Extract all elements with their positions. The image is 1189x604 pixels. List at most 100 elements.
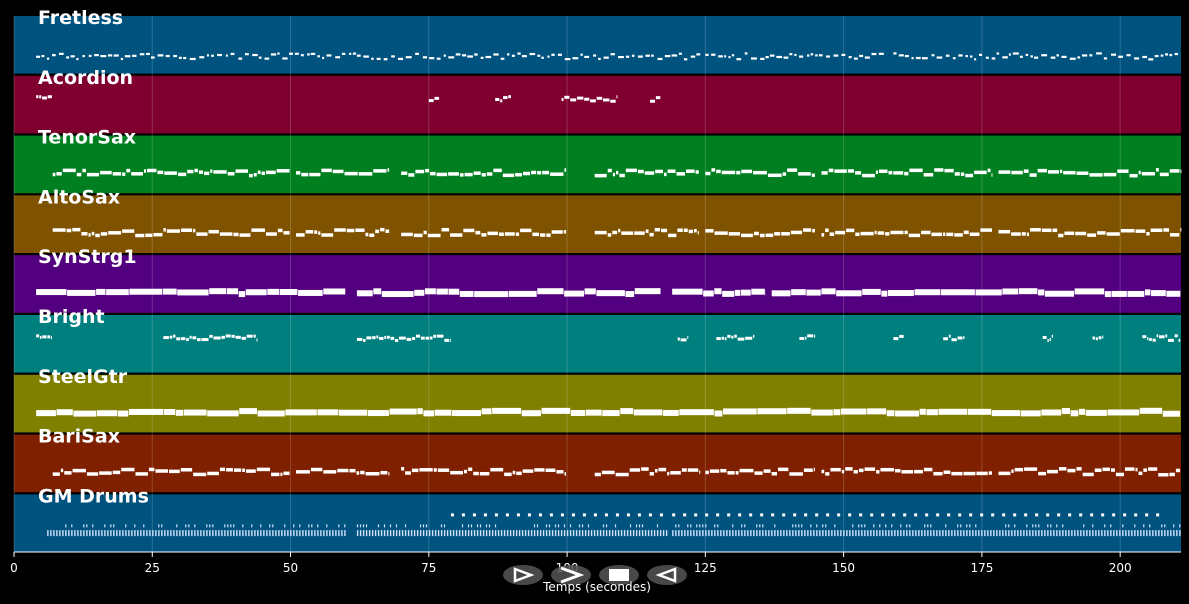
note: [898, 54, 904, 57]
note: [734, 289, 741, 296]
drum-hit: [227, 524, 229, 528]
drum-hit: [1083, 524, 1085, 528]
drum-hit: [792, 524, 794, 528]
note: [209, 288, 227, 295]
note: [178, 56, 182, 59]
drum-hit: [720, 530, 722, 537]
drum-hit: [1044, 530, 1046, 537]
drum-hit: [308, 524, 310, 528]
drum-hit: [197, 530, 199, 537]
note: [238, 57, 243, 60]
track-background: [14, 434, 1181, 493]
note: [655, 169, 664, 174]
drum-hit: [1083, 530, 1085, 537]
note: [975, 289, 1002, 296]
note: [375, 229, 380, 234]
note: [1089, 54, 1093, 57]
drum-hit: [185, 530, 187, 537]
note: [703, 290, 714, 297]
drum-hit: [416, 530, 419, 537]
play-button[interactable]: [551, 565, 591, 585]
note: [1061, 55, 1067, 59]
drum-hit: [404, 524, 407, 528]
note: [1139, 407, 1163, 414]
drum-hit: [1026, 524, 1028, 528]
drum-hit: [1002, 513, 1006, 517]
drum-hit: [86, 530, 88, 537]
note: [655, 96, 661, 100]
drum-hit: [936, 530, 938, 537]
note: [369, 233, 375, 237]
note: [1156, 334, 1159, 338]
note: [736, 170, 741, 175]
note: [976, 471, 988, 476]
drum-hit: [449, 530, 452, 537]
drum-hit: [158, 530, 160, 537]
note: [936, 56, 943, 59]
note: [705, 53, 709, 56]
note: [805, 336, 807, 340]
note: [108, 231, 122, 235]
drum-hit: [395, 524, 398, 528]
note: [547, 55, 550, 58]
drum-hit: [560, 530, 563, 537]
note: [405, 471, 411, 475]
note: [66, 56, 70, 59]
drum-hit: [572, 530, 575, 537]
note: [945, 54, 950, 57]
note: [829, 232, 835, 236]
drum-hit: [699, 530, 701, 537]
note: [464, 172, 473, 177]
note: [1014, 467, 1024, 472]
drum-hit: [681, 530, 683, 537]
note: [645, 54, 650, 57]
play-outline-button[interactable]: [503, 565, 543, 585]
note: [226, 468, 233, 472]
note: [799, 55, 804, 58]
stop-button[interactable]: [599, 565, 639, 585]
drum-hit: [368, 530, 371, 537]
transport-controls[interactable]: [503, 565, 687, 585]
drum-hit: [563, 530, 566, 537]
drum-hit: [858, 530, 860, 537]
note: [753, 334, 755, 338]
note: [1037, 168, 1047, 173]
drum-hit: [807, 530, 809, 537]
drum-hit: [783, 530, 785, 537]
note: [450, 470, 464, 475]
note: [459, 173, 464, 177]
note: [1018, 288, 1038, 295]
note: [193, 472, 207, 477]
note: [52, 228, 66, 232]
drum-hit: [182, 530, 184, 537]
drum-hit: [960, 524, 962, 528]
drum-hit: [614, 524, 617, 528]
drum-hit: [74, 530, 76, 537]
note: [811, 409, 833, 416]
drum-hit: [782, 513, 786, 517]
drum-hit: [749, 513, 753, 517]
drum-hit: [164, 530, 166, 537]
drum-hit: [1098, 530, 1100, 537]
note: [602, 98, 610, 102]
note: [500, 99, 503, 103]
note: [862, 173, 875, 178]
drum-hit: [125, 524, 127, 528]
drum-hit: [422, 530, 425, 537]
drum-hit: [966, 524, 968, 528]
note: [108, 54, 113, 57]
note: [998, 170, 1011, 174]
drum-hit: [948, 530, 950, 537]
note: [1175, 468, 1180, 473]
rewind-button[interactable]: [647, 565, 687, 585]
drum-hit: [897, 530, 899, 537]
note: [481, 408, 492, 415]
note: [765, 56, 769, 59]
drum-hit: [617, 530, 620, 537]
drum-hit: [272, 530, 274, 537]
drum-hit: [638, 530, 641, 537]
note: [231, 334, 235, 338]
drum-hit: [604, 513, 608, 517]
note: [128, 408, 164, 415]
note: [576, 96, 584, 100]
